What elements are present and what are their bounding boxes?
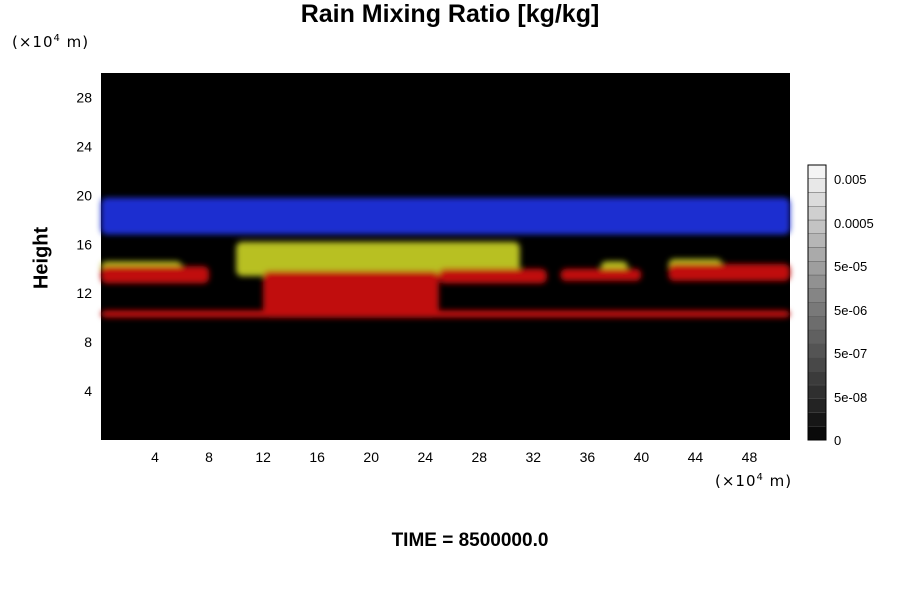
colorbar-tick-label: 0.0005 <box>834 216 874 231</box>
colorbar-cell <box>807 302 827 317</box>
x-tick-label: 36 <box>580 449 596 465</box>
x-tick-label: 40 <box>634 449 650 465</box>
colorbar-cell <box>807 329 827 344</box>
rain-region-2-0 <box>101 310 790 318</box>
colorbar-tick-label: 5e-06 <box>834 303 867 318</box>
rain-region-2-5 <box>668 263 790 281</box>
colorbar-cell <box>807 343 827 358</box>
colorbar-tick-label: 5e-08 <box>834 390 867 405</box>
colorbar: 0.005 0.0005 5e-05 5e-06 5e-07 5e-08 0 <box>807 164 874 448</box>
colorbar-tick-label: 0.005 <box>834 172 867 187</box>
x-tick-label: 32 <box>526 449 542 465</box>
colorbar-cell <box>807 192 827 207</box>
chart-title: Rain Mixing Ratio [kg/kg] <box>300 0 600 28</box>
colorbar-cell <box>807 247 827 262</box>
x-tick-label: 28 <box>471 449 487 465</box>
x-tick-label: 4 <box>151 449 159 465</box>
x-axis-unit: (×104 m) <box>715 472 793 490</box>
y-tick-label: 24 <box>76 138 92 154</box>
rain-region-2-3 <box>438 268 547 284</box>
x-tick-label: 24 <box>417 449 433 465</box>
colorbar-cell <box>807 261 827 276</box>
rain-region-2-1 <box>101 266 210 284</box>
colorbar-cell <box>807 316 827 331</box>
rain-region-0-0 <box>101 197 790 235</box>
y-tick-label: 8 <box>84 334 92 350</box>
colorbar-tick-label: 0 <box>834 433 841 448</box>
y-tick-label: 28 <box>76 89 92 105</box>
colorbar-cell <box>807 274 827 289</box>
colorbar-cell <box>807 357 827 372</box>
colorbar-cell <box>807 288 827 303</box>
y-tick-label: 20 <box>76 187 92 203</box>
x-tick-label: 8 <box>205 449 213 465</box>
colorbar-cell <box>807 164 827 179</box>
y-tick-label: 4 <box>84 383 92 399</box>
x-tick-label: 12 <box>255 449 271 465</box>
x-tick-label: 20 <box>363 449 379 465</box>
colorbar-tick-label: 5e-05 <box>834 259 867 274</box>
colorbar-cell <box>807 426 827 441</box>
colorbar-cell <box>807 398 827 413</box>
y-tick-label: 12 <box>76 285 92 301</box>
x-tick-label: 16 <box>309 449 325 465</box>
rain-region-2-4 <box>560 268 642 281</box>
rain-region-2-2 <box>263 271 439 318</box>
y-axis-unit: (×104 m) <box>12 33 90 51</box>
colorbar-cell <box>807 206 827 221</box>
rain-region-1-1 <box>236 241 520 277</box>
colorbar-cell <box>807 219 827 234</box>
x-tick-label: 44 <box>688 449 704 465</box>
colorbar-cell <box>807 178 827 193</box>
colorbar-cell <box>807 384 827 399</box>
colorbar-cell <box>807 371 827 386</box>
colorbar-cell <box>807 412 827 427</box>
colorbar-tick-label: 5e-07 <box>834 346 867 361</box>
time-label: TIME = 8500000.0 <box>391 530 549 551</box>
y-tick-label: 16 <box>76 236 92 252</box>
colorbar-cell <box>807 233 827 248</box>
x-tick-label: 48 <box>742 449 758 465</box>
